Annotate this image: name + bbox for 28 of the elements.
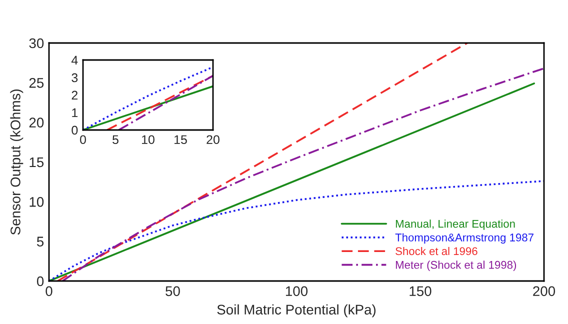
y-tick-label: 4 [71, 56, 78, 65]
y-tick-label: 25 [29, 78, 44, 88]
y-tick-label: 1 [72, 108, 78, 118]
y-tick-label: 5 [36, 236, 44, 247]
y-tick-label: 0 [36, 276, 44, 286]
x-tick-label: 0 [80, 135, 86, 144]
legend-label: Thompson&Armstrong 1987 [395, 233, 534, 244]
x-tick-label: 100 [286, 286, 308, 296]
x-axis-title: Soil Matric Potential (kPa) [217, 304, 376, 318]
x-tick-label: 15 [174, 135, 187, 144]
x-tick-label: 200 [533, 286, 556, 296]
y-tick-label: 30 [29, 38, 44, 48]
x-tick-label: 10 [142, 135, 154, 144]
y-tick-label: 20 [29, 118, 44, 128]
y-tick-label: 2 [72, 90, 78, 100]
legend-label: Manual, Linear Equation [396, 220, 515, 230]
y-tick-label: 3 [72, 73, 78, 82]
x-tick-label: 50 [166, 286, 180, 296]
x-tick-label: 150 [410, 286, 432, 296]
y-tick-label: 15 [30, 157, 44, 168]
y-axis-title: Sensor Output (kOhms) [10, 90, 24, 235]
x-tick-label: 0 [46, 286, 52, 296]
legend-label: Shock et al 1996 [396, 246, 478, 256]
y-tick-label: 0 [72, 126, 78, 135]
legend-label: Meter (Shock et al 1998) [396, 260, 516, 271]
x-tick-label: 20 [206, 135, 220, 144]
x-tick-label: 5 [112, 135, 118, 144]
y-tick-label: 10 [30, 197, 44, 207]
